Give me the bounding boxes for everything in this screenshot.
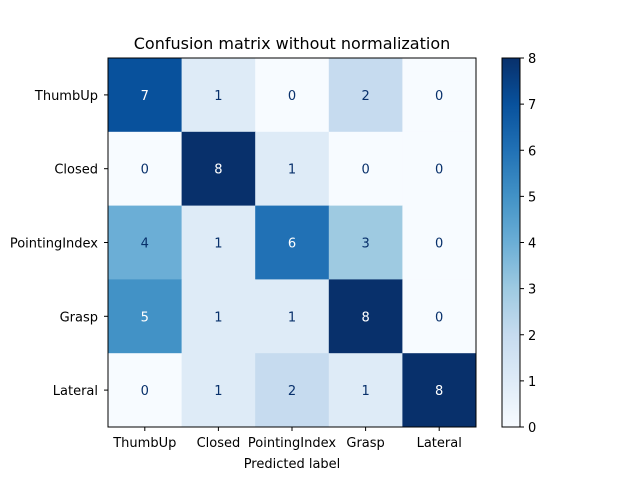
cell-value-label: 0 xyxy=(141,163,149,178)
cell-value-label: 1 xyxy=(288,163,296,178)
colorbar-tick-label: 6 xyxy=(528,144,536,159)
cell-value-label: 0 xyxy=(288,89,296,104)
heatmap-cell xyxy=(181,131,256,207)
heatmap-cell xyxy=(402,279,477,354)
cell-value-label: 0 xyxy=(435,163,443,178)
cell-value-label: 0 xyxy=(141,384,149,399)
cell-value-label: 8 xyxy=(361,310,369,325)
colorbar xyxy=(501,57,521,428)
y-tick-label: ThumbUp xyxy=(34,89,98,104)
heatmap-cell xyxy=(255,279,330,354)
cell-value-label: 8 xyxy=(435,384,443,399)
cell-value-label: 3 xyxy=(361,237,369,252)
heatmap-cell xyxy=(402,353,477,428)
cell-value-label: 8 xyxy=(214,163,222,178)
heatmap-cell xyxy=(255,58,330,133)
y-tick-label: Lateral xyxy=(53,384,98,399)
heatmap-cell xyxy=(402,58,477,133)
cell-value-label: 1 xyxy=(288,310,296,325)
x-tick-label: Grasp xyxy=(346,436,384,451)
cell-value-label: 1 xyxy=(214,384,222,399)
x-tick-label: ThumbUp xyxy=(112,436,176,451)
heatmap-cell xyxy=(108,205,183,280)
colorbar-tick-label: 1 xyxy=(528,375,536,390)
cell-value-label: 0 xyxy=(435,237,443,252)
x-tick-label: PointingIndex xyxy=(248,436,336,451)
heatmap-cell xyxy=(181,279,256,354)
heatmap-cell xyxy=(255,353,330,428)
cell-value-label: 2 xyxy=(288,384,296,399)
x-axis: ThumbUp Closed PointingIndex Grasp Lateral xyxy=(112,427,462,451)
colorbar-ticks: 0 1 2 3 4 5 6 7 8 xyxy=(520,52,536,436)
heatmap-cell xyxy=(328,205,403,280)
colorbar-tick-label: 0 xyxy=(528,421,536,436)
y-axis: ThumbUp Closed PointingIndex Grasp Lateral xyxy=(10,89,108,399)
heatmap-cell xyxy=(255,131,330,207)
cell-value-label: 6 xyxy=(288,237,296,252)
cell-value-label: 0 xyxy=(435,89,443,104)
cell-value-label: 1 xyxy=(214,237,222,252)
heatmap-cell xyxy=(255,205,330,280)
heatmap-cell xyxy=(108,58,183,133)
heatmap-cell xyxy=(402,205,477,280)
heatmap-cell xyxy=(181,353,256,428)
x-tick-label: Closed xyxy=(197,436,241,451)
heatmap-cell xyxy=(328,131,403,207)
colorbar-tick-label: 7 xyxy=(528,98,536,113)
chart-title: Confusion matrix without normalization xyxy=(134,34,451,53)
cell-value-label: 4 xyxy=(141,237,149,252)
heatmap-cell xyxy=(108,131,183,207)
heatmap-cells xyxy=(108,58,477,428)
cell-value-label: 2 xyxy=(361,89,369,104)
colorbar-tick-label: 4 xyxy=(528,237,536,252)
cell-value-label: 1 xyxy=(361,384,369,399)
heatmap-cell xyxy=(181,205,256,280)
heatmap-cell xyxy=(328,58,403,133)
colorbar-tick-label: 3 xyxy=(528,283,536,298)
heatmap-cell xyxy=(402,131,477,207)
heatmap-cell xyxy=(328,279,403,354)
colorbar-tick-label: 2 xyxy=(528,329,536,344)
cell-value-label: 1 xyxy=(214,310,222,325)
cell-value-label: 7 xyxy=(141,89,149,104)
cell-value-label: 1 xyxy=(214,89,222,104)
cell-value-label: 0 xyxy=(435,310,443,325)
heatmap-cell xyxy=(181,58,256,133)
heatmap-cell-labels: 7 1 0 2 0 0 8 1 0 0 4 1 6 3 0 5 1 1 8 0 0 1 2 1 8 xyxy=(141,89,444,399)
x-axis-label: Predicted label xyxy=(244,457,341,472)
y-tick-label: Closed xyxy=(54,163,98,178)
y-tick-label: Grasp xyxy=(60,310,98,325)
heatmap-cell xyxy=(108,279,183,354)
cell-value-label: 0 xyxy=(361,163,369,178)
y-tick-label: PointingIndex xyxy=(10,237,98,252)
heatmap-cell xyxy=(108,353,183,428)
cell-value-label: 5 xyxy=(141,310,149,325)
x-tick-label: Lateral xyxy=(417,436,462,451)
colorbar-tick-label: 5 xyxy=(528,190,536,205)
heatmap-cell xyxy=(328,353,403,428)
colorbar-tick-label: 8 xyxy=(528,52,536,67)
